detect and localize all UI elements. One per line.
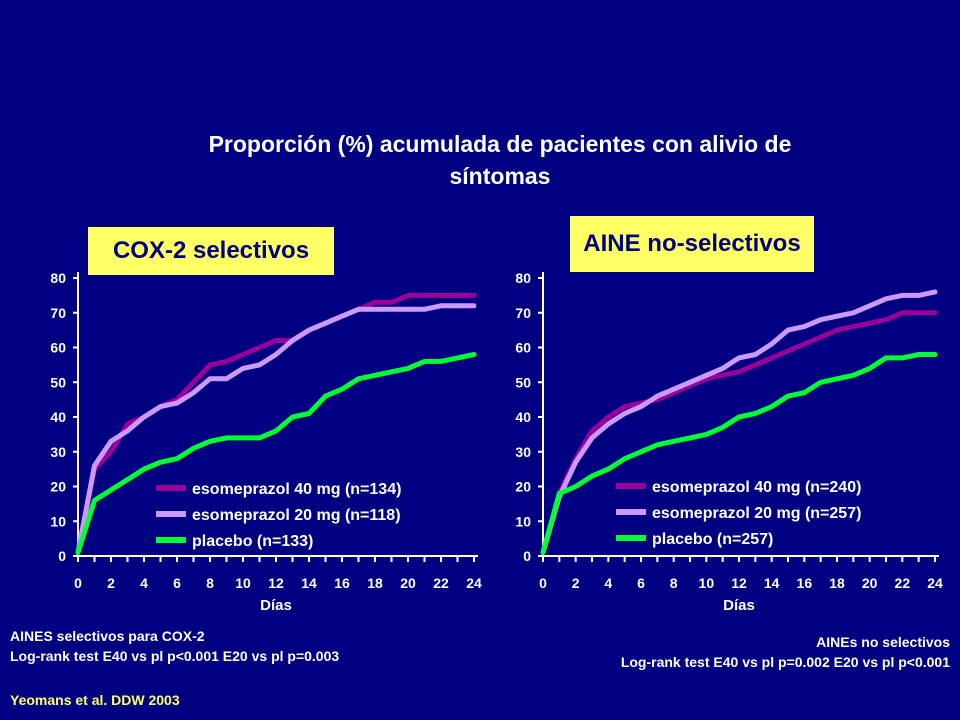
title-line-2: síntomas: [449, 163, 551, 189]
left-x-tick-label: 0: [74, 575, 82, 591]
right-y-tick-label: 30: [515, 444, 531, 460]
left-x-tick-label: 8: [206, 575, 214, 591]
right-x-tick-label: 8: [670, 575, 678, 591]
notes-left-line-1: AINES selectivos para COX-2: [10, 628, 205, 644]
left-x-tick-label: 18: [367, 575, 383, 591]
right-y-tick-label: 50: [515, 374, 531, 390]
left-series-line-3: [75, 352, 477, 555]
left-x-tick-label: 14: [301, 575, 317, 591]
left-x-tick-label: 2: [107, 575, 115, 591]
right-x-tick-label: 2: [572, 575, 580, 591]
notes-left-line-2: Log-rank test E40 vs pl p<0.001 E20 vs p…: [10, 648, 340, 664]
title-line-1: Proporción (%) acumulada de pacientes co…: [208, 131, 792, 157]
right-x-tick-label: 10: [699, 575, 715, 591]
right-x-tick-label: 18: [829, 575, 845, 591]
right-series-line-3: [540, 352, 938, 555]
chart-right-title: AINE no-selectivos: [570, 216, 814, 272]
left-y-tick-label: 50: [50, 374, 66, 390]
left-x-tick-label: 20: [400, 575, 416, 591]
left-x-tick-label: 4: [140, 575, 148, 591]
right-y-tick-label: 80: [515, 270, 531, 286]
left-x-tick-label: 24: [466, 575, 482, 591]
left-legend-label-2: esomeprazol 20 mg (n=118): [192, 507, 401, 524]
notes-right-line-2: Log-rank test E40 vs pl p=0.002 E20 vs p…: [620, 654, 950, 670]
notes-right-line-1: AINEs no selectivos: [816, 634, 950, 650]
left-x-axis-label: Días: [260, 597, 292, 614]
right-legend-label-1: esomeprazol 40 mg (n=240): [652, 479, 861, 496]
left-y-tick-label: 20: [50, 479, 66, 495]
chart-left-title: COX-2 selectivos: [88, 227, 334, 275]
left-y-tick-label: 0: [58, 548, 66, 564]
left-x-tick-label: 10: [235, 575, 251, 591]
right-series-line-2: [540, 289, 938, 555]
left-y-tick-label: 70: [50, 305, 66, 321]
right-x-axis-label: Días: [723, 597, 755, 614]
left-series-line-2: [75, 303, 477, 555]
right-legend-label-2: esomeprazol 20 mg (n=257): [652, 505, 861, 522]
notes-right: AINEs no selectivos Log-rank test E40 vs…: [621, 632, 950, 672]
right-x-tick-label: 22: [895, 575, 911, 591]
right-x-tick-label: 16: [797, 575, 813, 591]
right-x-tick-label: 6: [637, 575, 645, 591]
left-x-tick-label: 12: [268, 575, 284, 591]
right-y-tick-label: 10: [515, 513, 531, 529]
page-title: Proporción (%) acumulada de pacientes co…: [150, 128, 850, 192]
right-x-tick-label: 12: [731, 575, 747, 591]
right-y-tick-label: 0: [523, 548, 531, 564]
right-x-tick-label: 14: [764, 575, 780, 591]
right-legend-label-3: placebo (n=257): [652, 531, 773, 548]
notes-left: AINES selectivos para COX-2 Log-rank tes…: [10, 626, 339, 666]
left-x-tick-label: 6: [173, 575, 181, 591]
right-x-tick-label: 24: [927, 575, 943, 591]
right-x-tick-label: 0: [539, 575, 547, 591]
right-y-tick-label: 70: [515, 305, 531, 321]
left-y-tick-label: 40: [50, 409, 66, 425]
right-series-line-1: [540, 310, 938, 555]
left-y-tick-label: 60: [50, 340, 66, 356]
left-x-tick-label: 16: [334, 575, 350, 591]
left-legend-label-1: esomeprazol 40 mg (n=134): [192, 481, 401, 498]
citation: Yeomans et al. DDW 2003: [10, 692, 180, 708]
left-x-tick-label: 22: [433, 575, 449, 591]
right-y-tick-label: 40: [515, 409, 531, 425]
right-x-tick-label: 4: [604, 575, 612, 591]
right-x-tick-label: 20: [862, 575, 878, 591]
left-y-tick-label: 80: [50, 270, 66, 286]
left-y-tick-label: 30: [50, 444, 66, 460]
right-y-tick-label: 60: [515, 340, 531, 356]
right-y-tick-label: 20: [515, 479, 531, 495]
left-legend-label-3: placebo (n=133): [192, 533, 313, 550]
left-y-tick-label: 10: [50, 513, 66, 529]
